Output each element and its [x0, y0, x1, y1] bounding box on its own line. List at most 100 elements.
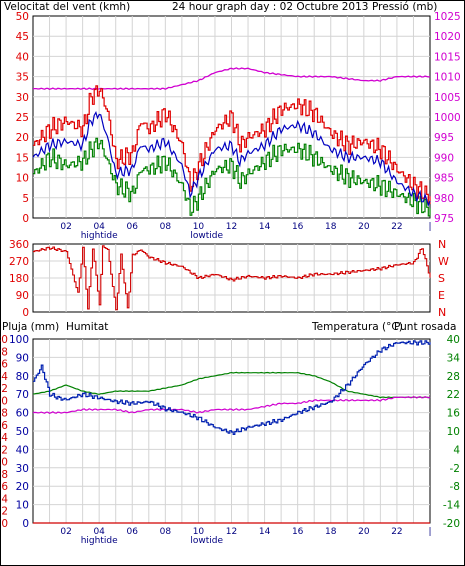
hour-tick-top: 12 — [226, 222, 237, 232]
rain-axis-tick: 2 — [1, 506, 8, 518]
pressure-axis-tick: 980 — [434, 193, 454, 205]
pressure-axis-tick: 1020 — [434, 31, 461, 43]
wind-axis-tick: 10 — [16, 173, 29, 185]
rain-axis-tick: 20 — [0, 395, 8, 407]
rain-axis-tick: 8 — [1, 469, 8, 481]
wind-axis-tick: 15 — [16, 152, 29, 164]
hour-tick-bottom: 06 — [127, 527, 139, 537]
pressure-line — [32, 67, 431, 91]
rain-axis-tick: 14 — [0, 432, 8, 444]
direction-axis-tick: 0 — [22, 307, 29, 319]
direction-axis-tick: 90 — [16, 290, 29, 302]
pressure-axis-tick: 1025 — [434, 11, 461, 23]
humidity-label: Humitat — [66, 321, 108, 333]
wind-axis-tick: 20 — [16, 132, 29, 144]
compass-axis-tick: N — [438, 238, 446, 251]
hour-tick-bottom: 16 — [292, 527, 304, 537]
dewpoint-line — [32, 395, 431, 414]
wind-axis-tick: 25 — [16, 112, 29, 124]
humidity-axis-tick: 80 — [16, 371, 29, 383]
temperature-axis-tick: 4 — [453, 444, 460, 456]
rain-axis-tick: 26 — [0, 359, 8, 371]
hour-tick-bottom: 18 — [325, 527, 337, 537]
humidity-axis-tick: 10 — [16, 500, 29, 512]
pressure-axis-tick: 995 — [434, 132, 454, 144]
hour-tick-top: 06 — [127, 222, 139, 232]
panel-temperature — [32, 338, 431, 524]
wind-min-line — [33, 137, 431, 217]
rain-axis-tick: 30 — [0, 334, 8, 346]
wind-speed-label: Velocitat del vent (kmh) — [4, 1, 130, 13]
tide-label-bottom: hightide — [81, 536, 118, 546]
compass-axis-tick: S — [438, 272, 445, 285]
pressure-axis-tick: 990 — [434, 152, 454, 164]
humidity-axis-tick: 60 — [16, 408, 29, 420]
rain-axis-tick: 6 — [1, 481, 8, 493]
temperature-axis-tick: 28 — [447, 371, 460, 383]
panel-wind — [32, 15, 431, 219]
rain-axis-tick: 16 — [0, 420, 8, 432]
wind-gust-line — [33, 85, 431, 204]
hour-tick-bottom: 10 — [193, 527, 205, 537]
temperature-axis-tick: 40 — [447, 334, 460, 346]
page-title: 24 hour graph day : 02 Octubre 2013 — [172, 1, 368, 13]
pressure-axis-tick: 1010 — [434, 72, 461, 84]
pressure-axis-tick: 975 — [434, 213, 454, 225]
temperature-axis-tick: 10 — [447, 426, 460, 438]
pressure-axis-tick: 1000 — [434, 112, 461, 124]
hour-tick-top: 20 — [358, 222, 370, 232]
direction-axis-tick: 270 — [9, 256, 29, 268]
humidity-axis-tick: 90 — [16, 352, 29, 364]
temperature-axis-tick: -20 — [443, 518, 460, 530]
rain-label: Pluja (mm) — [2, 321, 59, 333]
wind-direction-line — [33, 245, 431, 311]
hour-tick-bottom: 08 — [160, 527, 172, 537]
hour-tick-top: 08 — [160, 222, 172, 232]
hour-tick-top: 14 — [259, 222, 271, 232]
tide-label-top: lowtide — [190, 231, 223, 241]
hour-tick-top: 18 — [325, 222, 337, 232]
wind-axis-tick: 0 — [22, 213, 29, 225]
hour-tick-top: 02 — [60, 222, 71, 232]
direction-axis-tick: 360 — [9, 239, 29, 251]
wind-axis-tick: 30 — [16, 92, 29, 104]
hour-tick-top: 22 — [391, 222, 402, 232]
rain-axis-tick: 28 — [0, 346, 8, 358]
rain-axis-tick: 24 — [0, 371, 8, 383]
humidity-axis-tick: 100 — [9, 334, 29, 346]
wind-axis-tick: 35 — [16, 72, 29, 84]
hour-tick-bottom: 12 — [226, 527, 237, 537]
chart-panels: 0510152025303540455097598098599099510001… — [0, 11, 461, 546]
humidity-line — [33, 340, 431, 435]
hour-tick-bottom: 20 — [358, 527, 370, 537]
pressure-axis-tick: 1005 — [434, 92, 461, 104]
humidity-axis-tick: 70 — [16, 389, 29, 401]
humidity-axis-tick: 30 — [16, 463, 29, 475]
tide-label-top: hightide — [81, 231, 118, 241]
rain-axis-tick: 18 — [0, 408, 8, 420]
wind-axis-tick: 50 — [16, 11, 29, 23]
compass-axis-tick: N — [438, 306, 446, 319]
temperature-axis-tick: 16 — [447, 408, 461, 420]
hour-tick-top: 10 — [193, 222, 205, 232]
rain-axis-tick: 10 — [0, 457, 8, 469]
humidity-axis-tick: 50 — [16, 426, 29, 438]
humidity-axis-tick: 0 — [22, 518, 29, 530]
rain-axis-tick: 22 — [0, 383, 8, 395]
temperature-line — [32, 371, 431, 399]
hour-tick-top: 16 — [292, 222, 304, 232]
rain-axis-tick: 0 — [1, 518, 8, 530]
wind-axis-tick: 5 — [22, 193, 29, 205]
hour-tick-top: 04 — [93, 222, 105, 232]
hour-tick-bottom: 04 — [93, 527, 105, 537]
panel-direction — [32, 243, 431, 313]
pressure-axis-tick: 1015 — [434, 51, 461, 63]
temperature-axis-tick: -14 — [443, 500, 460, 512]
hour-tick-bottom: 22 — [391, 527, 402, 537]
temperature-axis-tick: -2 — [450, 463, 460, 475]
rain-axis-tick: 4 — [1, 493, 8, 505]
wind-axis-tick: 40 — [16, 51, 29, 63]
hour-tick-bottom: 14 — [259, 527, 271, 537]
